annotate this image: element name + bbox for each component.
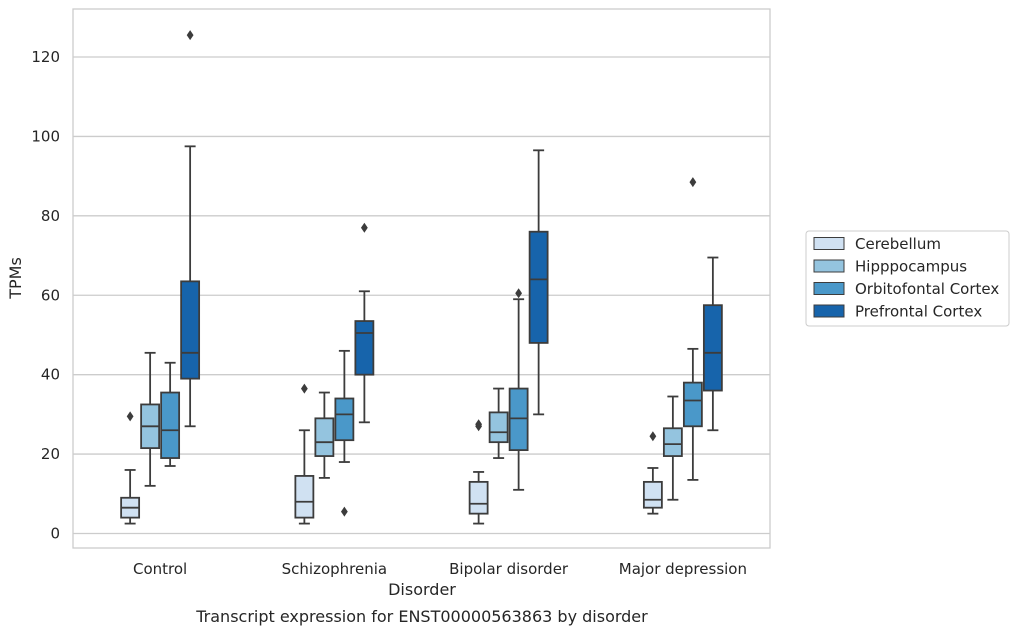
outlier-point (515, 288, 523, 299)
box-cerebellum (294, 383, 315, 525)
box-orbitofontal-cortex (160, 361, 181, 467)
outlier-point (649, 431, 657, 442)
box-iqr (160, 391, 181, 459)
legend: Cerebellum Hipppocampus Orbitofontal Corte… (805, 230, 1010, 327)
x-tick-label: Bipolar disorder (449, 560, 569, 578)
x-axis-ticks: Control Schizophrenia Bipolar disorder Majo… (133, 560, 747, 578)
box-orbitofontal-cortex (334, 349, 355, 517)
box-hipppocampus (140, 351, 161, 487)
outlier-point (689, 177, 697, 188)
legend-label: Hipppocampus (855, 258, 967, 276)
box-iqr (468, 480, 489, 515)
legend-frame (805, 230, 1010, 327)
outlier-point (186, 30, 194, 41)
y-tick-label: 40 (41, 366, 60, 384)
legend-label: Cerebellum (855, 235, 941, 253)
x-tick-label: Control (133, 560, 187, 578)
y-tick-label: 120 (31, 48, 60, 66)
box-prefrontal-cortex (702, 256, 723, 432)
outlier-point (300, 383, 308, 394)
legend-label: Prefrontal Cortex (855, 303, 982, 321)
box-hipppocampus (662, 395, 683, 501)
x-axis-label: Disorder (388, 580, 456, 599)
box-iqr (180, 280, 201, 380)
x-tick-label: Major depression (619, 560, 747, 578)
legend-swatch (813, 237, 845, 250)
y-axis-ticks: 0 20 40 60 80 100 120 (31, 48, 60, 543)
box-iqr (682, 381, 703, 428)
box-orbitofontal-cortex (682, 177, 703, 481)
y-tick-label: 20 (41, 445, 60, 463)
y-tick-label: 100 (31, 127, 60, 145)
box-iqr (662, 427, 683, 457)
box-prefrontal-cortex (354, 222, 375, 424)
box-cerebellum (468, 419, 489, 525)
outlier-point (360, 222, 368, 233)
chart-title: Transcript expression for ENST0000056386… (195, 607, 648, 626)
box-iqr (508, 387, 529, 452)
box-hipppocampus (314, 391, 335, 479)
box-cerebellum (642, 431, 663, 515)
box-iqr (334, 397, 355, 442)
box-prefrontal-cortex (528, 149, 549, 416)
box-orbitofontal-cortex (508, 288, 529, 491)
box-hipppocampus (488, 387, 509, 459)
y-tick-label: 80 (41, 207, 60, 225)
box-cerebellum (120, 411, 141, 525)
box-iqr (702, 304, 723, 392)
legend-swatch (813, 304, 845, 318)
outlier-point (475, 419, 483, 430)
outlier-point (340, 506, 348, 517)
outlier-point (126, 411, 134, 422)
y-tick-label: 0 (50, 525, 60, 543)
box-iqr (488, 411, 509, 444)
y-axis-label: TPMs (6, 257, 25, 300)
box-prefrontal-cortex (180, 30, 201, 428)
box-iqr (354, 320, 375, 376)
y-tick-label: 60 (41, 286, 60, 304)
x-tick-label: Schizophrenia (282, 560, 387, 578)
box-iqr (314, 417, 335, 457)
plot-area (72, 8, 771, 549)
legend-swatch (813, 282, 845, 295)
box-iqr (528, 230, 549, 344)
boxes (120, 30, 723, 525)
box-iqr (642, 480, 663, 509)
legend-label: Orbitofontal Cortex (855, 280, 999, 298)
legend-swatch (813, 259, 845, 273)
box-iqr (294, 475, 315, 519)
